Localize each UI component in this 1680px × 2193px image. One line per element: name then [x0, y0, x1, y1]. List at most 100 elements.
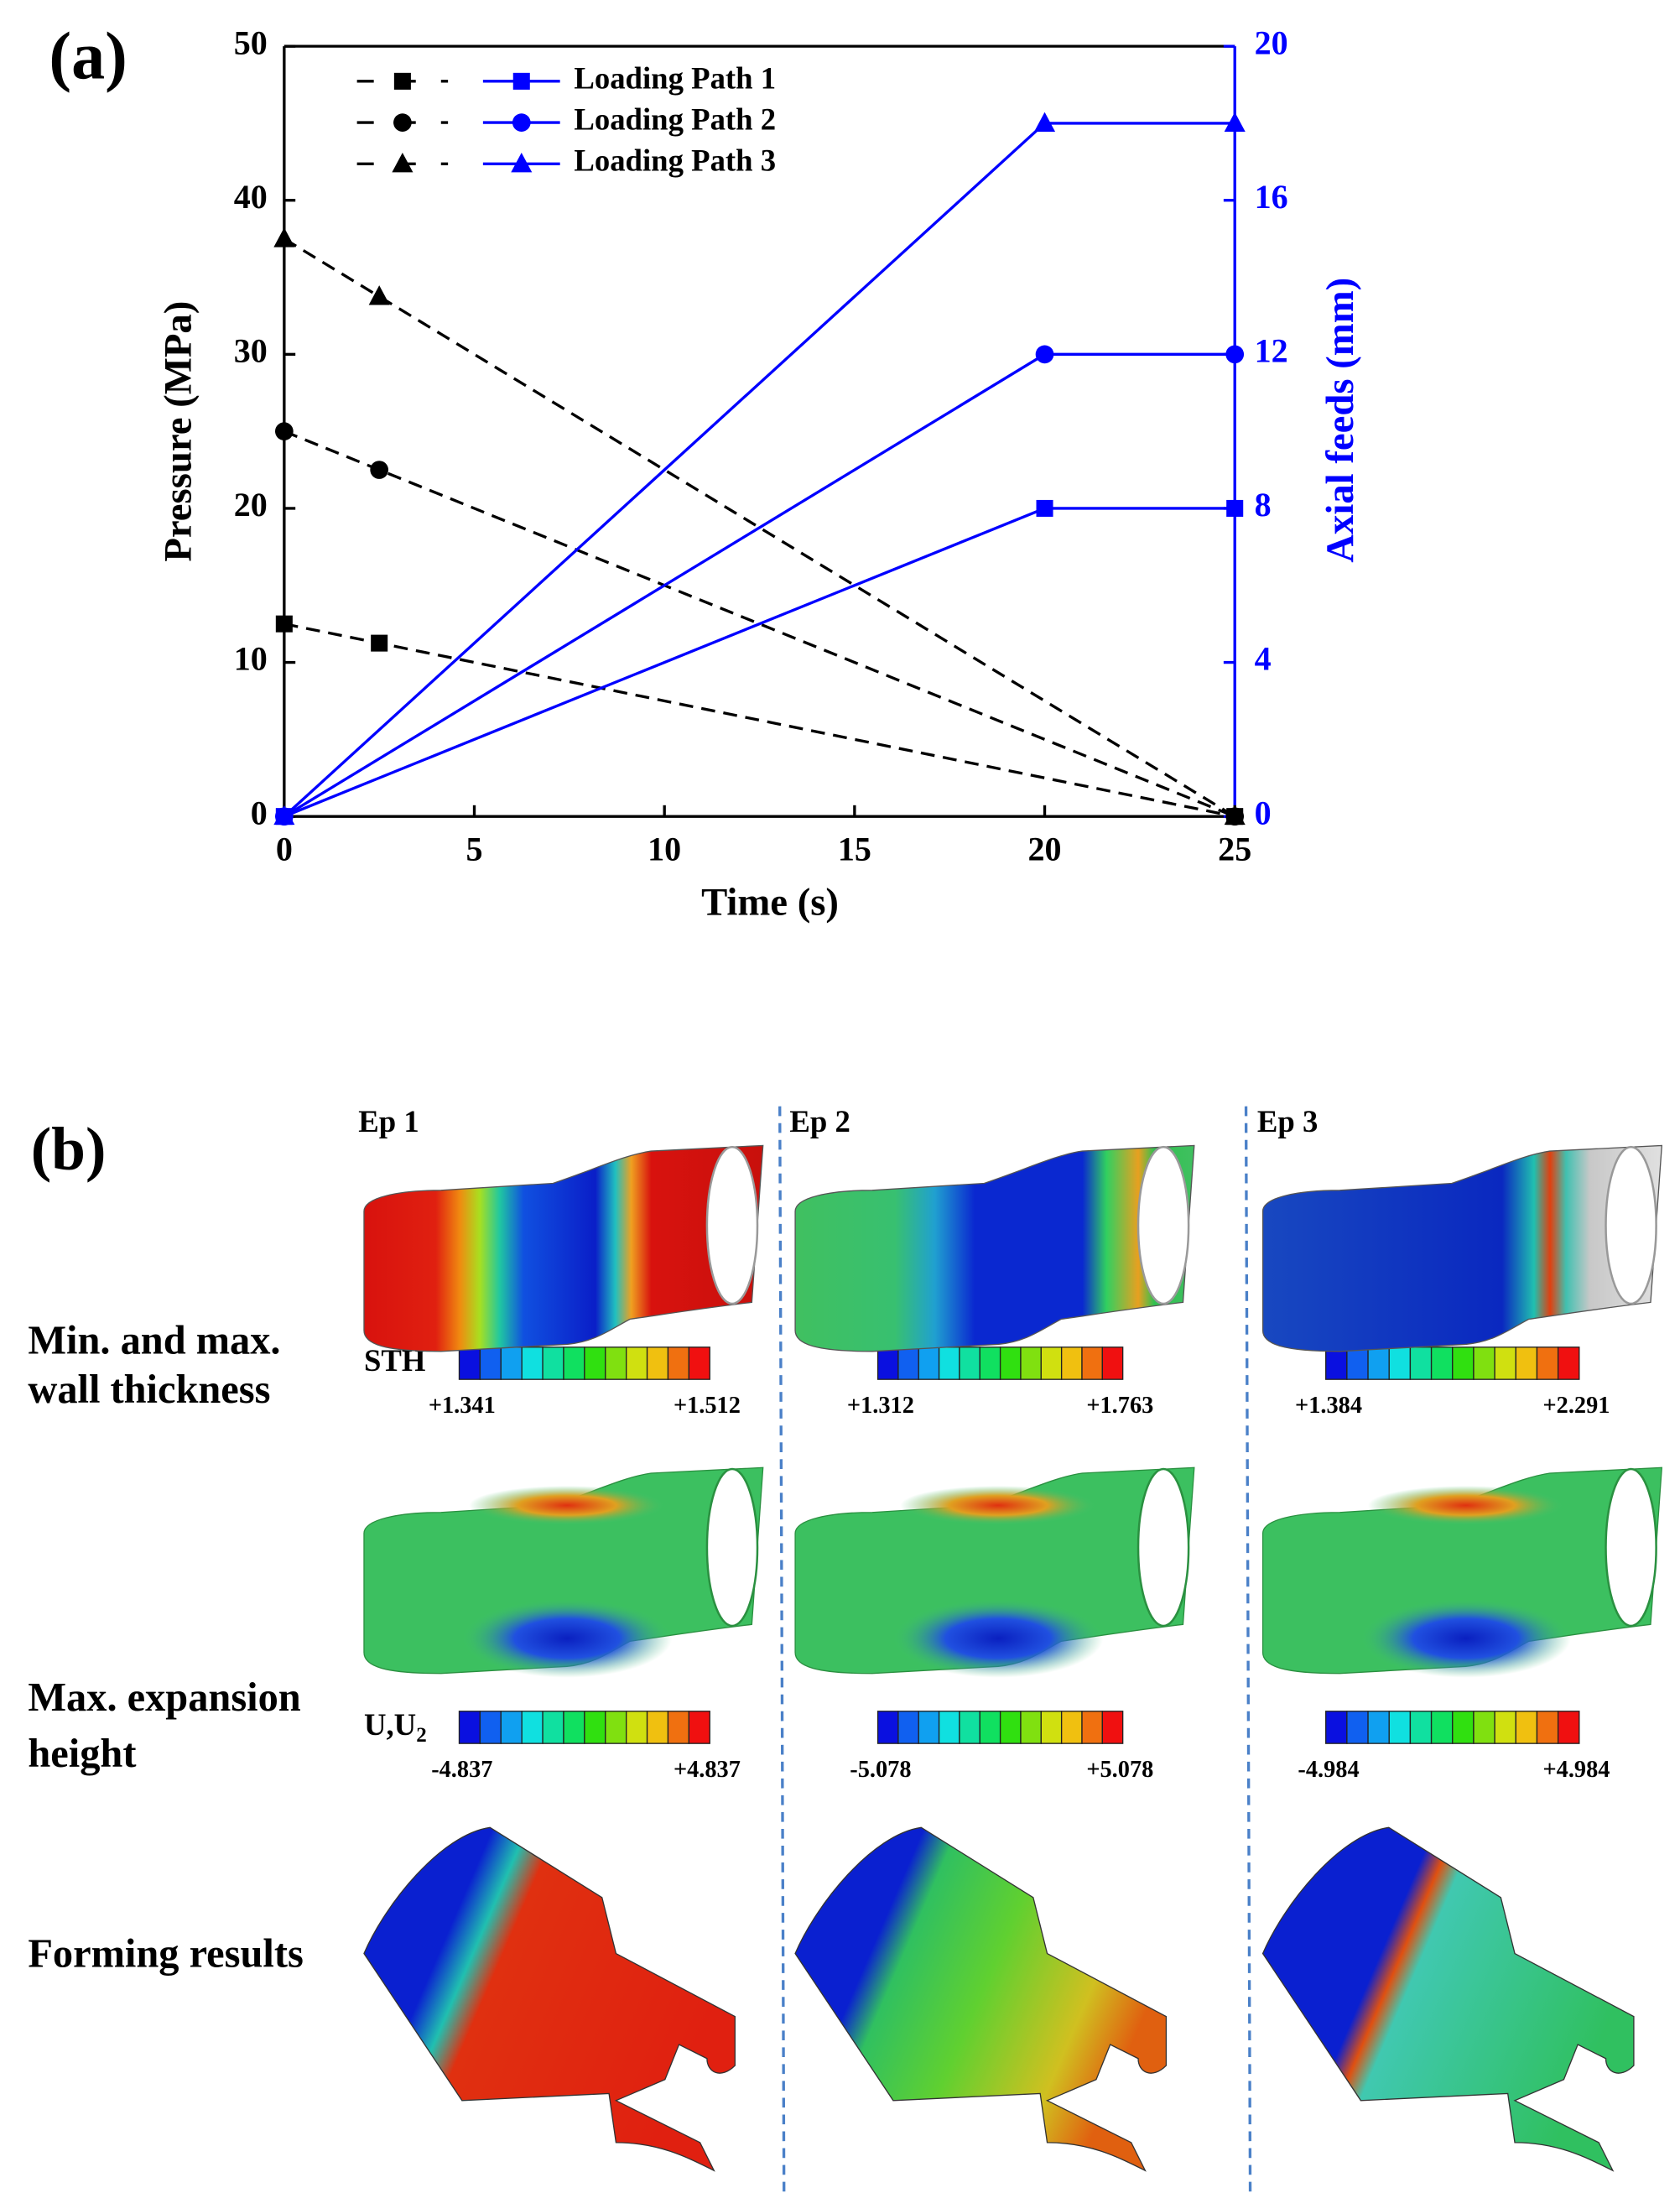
tube-opening [1605, 1467, 1657, 1628]
x-tick-label: 15 [838, 831, 871, 868]
colorbar-cell [563, 1711, 585, 1744]
colorbar-cell [1325, 1347, 1348, 1380]
colorbar-cell [1101, 1711, 1124, 1744]
colorbar-cell [897, 1711, 919, 1744]
marker [512, 113, 531, 132]
colorbar-cell [1494, 1347, 1516, 1380]
colorbar-cell [646, 1347, 669, 1380]
row-label: wall thickness [28, 1367, 270, 1412]
series-line [283, 507, 1235, 818]
row-label: Forming results [28, 1932, 303, 1977]
colorbar-max: +2.291 [1542, 1393, 1610, 1419]
divider [1244, 1106, 1252, 2193]
colorbar-cell [521, 1347, 544, 1380]
colorbar-min: +1.341 [429, 1393, 496, 1419]
colorbar-max: +5.078 [1086, 1757, 1153, 1783]
tube-opening [705, 1145, 759, 1305]
colorbar-cell [938, 1347, 960, 1380]
colorbar-cell [667, 1347, 690, 1380]
simulation-image [1261, 1826, 1635, 2172]
colorbar-cell [1081, 1347, 1103, 1380]
marker [511, 152, 533, 173]
formed-part [794, 1826, 1168, 2172]
colorbar-cell [1101, 1347, 1124, 1380]
colorbar-cell [1325, 1711, 1348, 1744]
tube-body [363, 1144, 764, 1352]
row-label: Max. expansion [28, 1675, 300, 1720]
legend-label: Loading Path 1 [574, 60, 776, 95]
colorbar-cell [479, 1347, 502, 1380]
y2-tick-label: 8 [1255, 486, 1272, 524]
expansion-low [461, 1599, 673, 1678]
colorbar-cell [1494, 1711, 1516, 1744]
colorbar-cell [605, 1711, 627, 1744]
colorbar-max: +4.837 [674, 1757, 741, 1783]
colorbar-cell [626, 1347, 648, 1380]
expansion-high [900, 1486, 1096, 1525]
colorbar-cell [521, 1711, 544, 1744]
simulation-image [363, 1144, 764, 1352]
colorbar-min: -4.984 [1298, 1757, 1359, 1783]
colorbar-cell [1515, 1711, 1538, 1744]
marker [1035, 345, 1054, 364]
y2-axis-label: Axial feeds (mm) [1319, 278, 1362, 563]
colorbar-max: +4.984 [1542, 1757, 1610, 1783]
series-line [283, 122, 1235, 818]
expansion-high [469, 1486, 665, 1525]
colorbar-cell [1020, 1711, 1042, 1744]
colorbar-cell [1536, 1711, 1559, 1744]
colorbar-cell [1473, 1711, 1495, 1744]
colorbar-cell [688, 1711, 710, 1744]
marker [273, 227, 295, 247]
x-tick-label: 0 [276, 831, 293, 868]
colorbar-min: -4.837 [431, 1757, 492, 1783]
colorbar-cell [500, 1347, 523, 1380]
series-line [283, 352, 1235, 818]
colorbar-cell [1557, 1347, 1580, 1380]
colorbar-cell [584, 1711, 606, 1744]
simulation-image [363, 1466, 764, 1678]
colorbar-cell [979, 1711, 1001, 1744]
series-line [283, 622, 1235, 818]
y-tick-label: 30 [234, 332, 268, 370]
x-axis-label: Time (s) [701, 881, 839, 925]
marker [1225, 345, 1245, 364]
colorbar-cell [1452, 1347, 1475, 1380]
colorbar-cell [1040, 1711, 1063, 1744]
marker [275, 615, 293, 633]
tube-body [1261, 1466, 1663, 1675]
y-tick-label: 20 [234, 486, 268, 524]
simulation-image [1261, 1466, 1663, 1678]
colorbar-variable: U,U2 [364, 1707, 427, 1746]
colorbar-cell [1346, 1711, 1369, 1744]
marker [1224, 805, 1246, 826]
colorbar-cell [918, 1347, 940, 1380]
y2-tick-label: 20 [1255, 23, 1288, 61]
divider [778, 1106, 786, 2193]
panel-label: (b) [31, 1115, 107, 1183]
legend-label: Loading Path 3 [574, 143, 776, 178]
column-label: Ep 2 [789, 1104, 850, 1138]
simulation-image [794, 1144, 1195, 1352]
colorbar-cell [1409, 1347, 1433, 1380]
colorbar-cell [959, 1711, 980, 1744]
formed-part [1261, 1826, 1635, 2172]
colorbar-min: +1.384 [1295, 1393, 1362, 1419]
x-tick-label: 10 [648, 831, 681, 868]
tube-opening [1136, 1145, 1190, 1305]
variable-name: U,U [364, 1707, 416, 1742]
colorbar-cell [1388, 1711, 1412, 1744]
colorbar-cell [1081, 1711, 1103, 1744]
tube-body [794, 1144, 1195, 1352]
colorbar-cell [1060, 1711, 1083, 1744]
colorbar-cell [999, 1711, 1022, 1744]
row-label: height [28, 1732, 136, 1776]
colorbar-cell [500, 1711, 523, 1744]
colorbar-min: -5.078 [850, 1757, 911, 1783]
expansion-low [1360, 1599, 1571, 1678]
tube-body [363, 1466, 764, 1675]
expansion-high [1367, 1486, 1564, 1525]
marker [1226, 499, 1244, 517]
colorbar-cell [542, 1347, 564, 1380]
